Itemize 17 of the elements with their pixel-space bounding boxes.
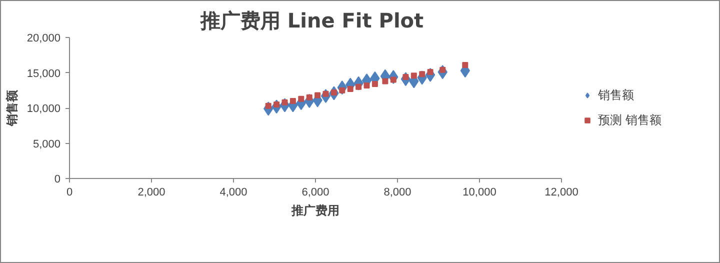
- x-tick-label: 0: [66, 186, 73, 198]
- y-tick-label: 20,000: [26, 32, 61, 44]
- y-tick-label: 15,000: [26, 68, 61, 80]
- y-tick-label: 0: [54, 174, 61, 186]
- x-tick-label: 6,000: [302, 186, 330, 198]
- x-tick-label: 10,000: [462, 186, 496, 198]
- x-tick-label: 8,000: [384, 186, 412, 198]
- y-axis-title: 销售额: [4, 89, 19, 127]
- x-tick-label: 12,000: [544, 186, 578, 198]
- x-axis-title: 推广费用: [290, 204, 340, 218]
- x-tick-label: 2,000: [138, 186, 166, 198]
- y-tick-label: 10,000: [26, 103, 61, 115]
- chart-title: 推广费用 Line Fit Plot: [199, 8, 424, 32]
- x-tick-label: 4,000: [220, 186, 248, 198]
- legend-label: 预测 销售额: [598, 112, 662, 128]
- legend-label: 销售额: [598, 86, 634, 104]
- y-tick-label: 5,000: [32, 138, 61, 150]
